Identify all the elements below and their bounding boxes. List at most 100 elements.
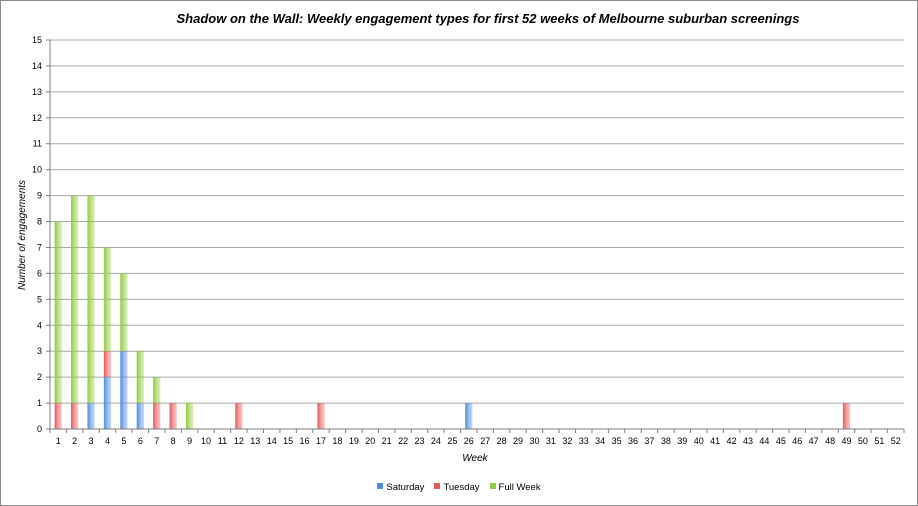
- x-tick-label: 37: [644, 436, 654, 446]
- y-tick-label: 3: [37, 346, 42, 356]
- bar-tuesday-week-12: [235, 403, 243, 429]
- x-tick-label: 14: [267, 436, 277, 446]
- y-tick-label: 2: [37, 372, 42, 382]
- x-tick-label: 51: [874, 436, 884, 446]
- x-tick-label: 40: [694, 436, 704, 446]
- x-tick-label: 29: [513, 436, 523, 446]
- chart-title: Shadow on the Wall: Weekly engagement ty…: [176, 11, 800, 26]
- y-tick-label: 12: [32, 113, 42, 123]
- x-tick-label: 39: [677, 436, 687, 446]
- x-tick-label: 46: [792, 436, 802, 446]
- x-tick-label: 1: [56, 436, 61, 446]
- x-tick-label: 42: [727, 436, 737, 446]
- x-tick-label: 19: [349, 436, 359, 446]
- x-tick-label: 26: [464, 436, 474, 446]
- y-tick-label: 10: [32, 165, 42, 175]
- legend-item-saturday: Saturday: [377, 482, 424, 493]
- y-tick-label: 15: [32, 35, 42, 45]
- x-tick-label: 43: [743, 436, 753, 446]
- y-tick-label: 4: [37, 320, 42, 330]
- x-axis-title: Week: [462, 453, 488, 464]
- y-tick-label: 11: [33, 139, 42, 149]
- legend-item-full-week: Full Week: [489, 482, 541, 493]
- bar-full-week-week-2: [71, 195, 79, 404]
- x-tick-label: 3: [89, 436, 94, 446]
- x-tick-label: 2: [72, 436, 77, 446]
- x-tick-label: 36: [628, 436, 638, 446]
- x-tick-label: 34: [595, 436, 605, 446]
- bar-saturday-week-3: [87, 403, 95, 429]
- x-tick-label: 49: [842, 436, 852, 446]
- x-tick-label: 15: [283, 436, 293, 446]
- legend-label: Saturday: [386, 482, 425, 493]
- x-tick-label: 23: [415, 436, 425, 446]
- legend: Saturday Tuesday Full Week: [0, 482, 918, 493]
- x-tick-label: 38: [661, 436, 671, 446]
- bar-saturday-week-4: [103, 377, 112, 429]
- x-tick-label: 45: [776, 436, 786, 446]
- x-tick-label: 32: [562, 436, 572, 446]
- y-tick-label: 7: [37, 242, 42, 252]
- y-axis-title: Number of engagements: [17, 180, 28, 290]
- x-tick-label: 50: [858, 436, 868, 446]
- x-tick-label: 10: [201, 436, 211, 446]
- y-tick-label: 6: [37, 268, 42, 278]
- bar-full-week-week-4: [103, 247, 112, 352]
- bar-tuesday-week-49: [842, 403, 851, 429]
- x-tick-label: 47: [809, 436, 819, 446]
- x-tick-label: 31: [546, 436, 556, 446]
- x-tick-label: 33: [579, 436, 589, 446]
- x-tick-label: 12: [234, 436, 244, 446]
- x-tick-label: 28: [497, 436, 507, 446]
- bar-tuesday-week-1: [54, 403, 62, 429]
- bar-tuesday-week-8: [169, 403, 177, 429]
- y-tick-label: 9: [37, 191, 42, 201]
- legend-swatch: [434, 483, 441, 490]
- x-tick-label: 35: [612, 436, 622, 446]
- x-tick-label: 44: [759, 436, 769, 446]
- x-tick-label: 17: [316, 436, 326, 446]
- x-tick-label: 52: [891, 436, 901, 446]
- x-tick-label: 9: [187, 436, 192, 446]
- bar-full-week-week-3: [87, 195, 95, 404]
- x-tick-label: 5: [121, 436, 126, 446]
- legend-label: Tuesday: [443, 482, 480, 493]
- bar-tuesday-week-2: [71, 403, 79, 429]
- y-tick-label: 1: [37, 398, 42, 408]
- x-tick-label: 48: [825, 436, 835, 446]
- x-tick-label: 18: [332, 436, 342, 446]
- x-tick-label: 13: [250, 436, 260, 446]
- x-tick-label: 20: [365, 436, 375, 446]
- x-tick-label: 16: [300, 436, 310, 446]
- bar-full-week-week-1: [54, 221, 62, 404]
- x-tick-label: 11: [218, 436, 227, 446]
- y-tick-label: 13: [32, 87, 42, 97]
- y-tick-label: 14: [32, 61, 42, 71]
- bar-full-week-week-9: [185, 403, 194, 429]
- x-tick-label: 30: [529, 436, 539, 446]
- y-tick-label: 5: [37, 294, 42, 304]
- legend-item-tuesday: Tuesday: [434, 482, 480, 493]
- bar-tuesday-week-7: [153, 403, 161, 429]
- bar-saturday-week-26: [465, 403, 473, 429]
- y-tick-label: 8: [37, 217, 42, 227]
- x-tick-label: 7: [154, 436, 159, 446]
- bar-tuesday-week-4: [103, 351, 112, 378]
- x-tick-label: 27: [480, 436, 490, 446]
- legend-swatch: [377, 483, 384, 490]
- x-tick-label: 4: [105, 436, 110, 446]
- legend-swatch: [489, 483, 496, 490]
- y-tick-label: 0: [37, 424, 42, 434]
- x-tick-label: 24: [431, 436, 441, 446]
- bar-tuesday-week-17: [317, 403, 325, 429]
- x-tick-label: 8: [171, 436, 176, 446]
- x-tick-label: 22: [398, 436, 408, 446]
- bar-saturday-week-5: [120, 351, 128, 429]
- x-tick-label: 6: [138, 436, 143, 446]
- bar-full-week-week-7: [153, 377, 161, 404]
- bar-full-week-week-5: [120, 273, 128, 352]
- bar-full-week-week-6: [136, 351, 144, 404]
- x-tick-label: 25: [447, 436, 457, 446]
